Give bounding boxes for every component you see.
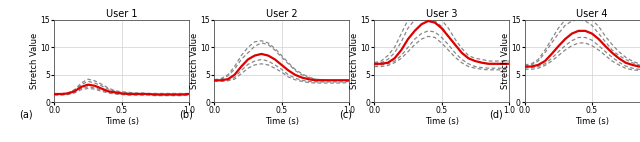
X-axis label: Time (s): Time (s) (424, 117, 459, 126)
X-axis label: Time (s): Time (s) (104, 117, 139, 126)
Title: User 3: User 3 (426, 9, 458, 19)
Title: User 1: User 1 (106, 9, 138, 19)
Text: (d): (d) (490, 109, 503, 119)
Y-axis label: Stretch Value: Stretch Value (500, 33, 509, 89)
X-axis label: Time (s): Time (s) (575, 117, 609, 126)
X-axis label: Time (s): Time (s) (264, 117, 299, 126)
Title: User 4: User 4 (576, 9, 608, 19)
Y-axis label: Stretch Value: Stretch Value (30, 33, 39, 89)
Text: (b): (b) (179, 109, 193, 119)
Y-axis label: Stretch Value: Stretch Value (190, 33, 199, 89)
Text: (a): (a) (19, 109, 33, 119)
Text: (c): (c) (339, 109, 352, 119)
Y-axis label: Stretch Value: Stretch Value (350, 33, 359, 89)
Title: User 2: User 2 (266, 9, 298, 19)
